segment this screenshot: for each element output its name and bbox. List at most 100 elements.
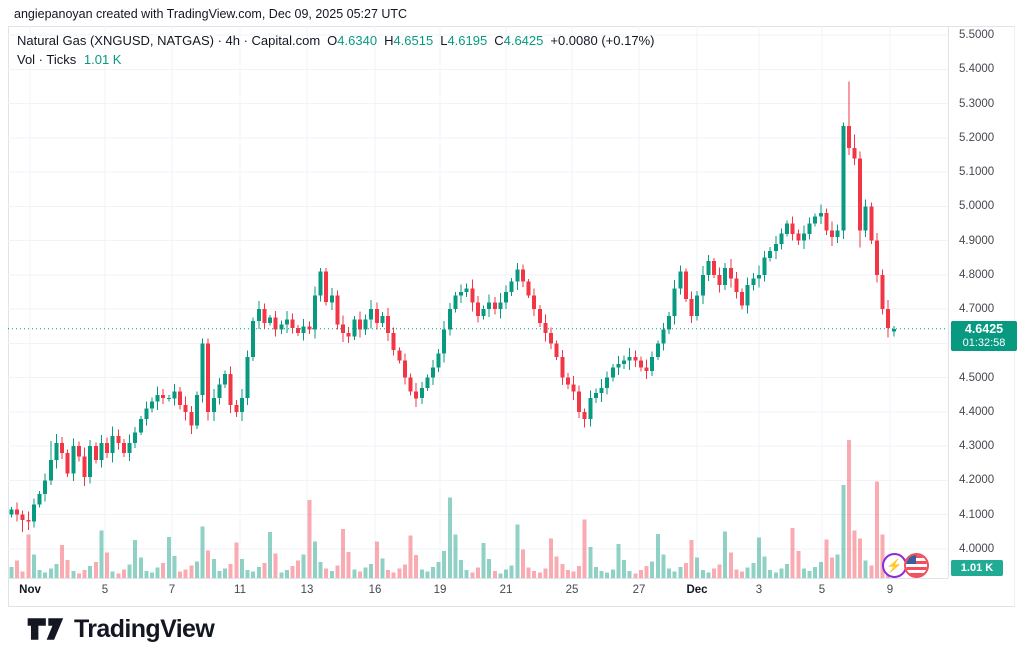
candle-body	[144, 408, 149, 419]
price-tick-label: 5.3000	[959, 97, 995, 110]
candle-body	[869, 206, 874, 241]
volume-bar	[554, 556, 559, 578]
volume-bar	[217, 570, 222, 578]
candle-body	[622, 360, 627, 364]
time-tick-label: 25	[565, 584, 579, 596]
volume-bar	[683, 563, 688, 578]
volume-bar	[577, 566, 582, 578]
candle-body	[341, 324, 346, 334]
candle-body	[127, 442, 132, 454]
volume-bar	[206, 550, 211, 578]
volume-bar	[268, 532, 272, 578]
volume-bar	[605, 572, 610, 578]
candle-body	[712, 261, 716, 275]
tradingview-brand-text[interactable]: TradingView	[74, 614, 215, 643]
volume-bar	[504, 569, 509, 578]
volume-bar	[54, 563, 59, 578]
volume-bar	[745, 567, 750, 578]
volume-bar	[712, 568, 716, 578]
candle-body	[251, 321, 256, 358]
candle-body	[352, 319, 357, 337]
candle-body	[751, 278, 756, 286]
candle-body	[273, 317, 278, 330]
candle-body	[82, 456, 87, 478]
volume-bar	[790, 528, 795, 578]
tradingview-footer: TradingView	[26, 612, 215, 646]
volume-bar	[9, 566, 14, 578]
candle-body	[223, 374, 228, 385]
volume-bar	[773, 572, 778, 578]
candle-body	[313, 295, 317, 330]
candle-body	[616, 364, 621, 368]
volume-bar	[335, 565, 340, 578]
volume-bar	[414, 555, 419, 578]
candle-body	[133, 432, 138, 443]
candle-body	[728, 268, 733, 279]
candle-body	[700, 274, 705, 296]
ohlc-high-label: H	[384, 33, 394, 48]
volume-bar	[661, 554, 666, 578]
candle-body	[577, 391, 582, 412]
candle-body	[689, 298, 694, 316]
volume-bar	[402, 564, 407, 578]
volume-bar	[610, 569, 615, 578]
candle-body	[414, 391, 419, 399]
volume-bar	[82, 570, 87, 578]
candle-body	[661, 329, 666, 344]
volume-bar	[15, 560, 20, 578]
candle-body	[26, 519, 31, 522]
volume-bar	[869, 565, 874, 578]
candle-body	[425, 377, 430, 388]
candle-body	[875, 240, 879, 275]
candle-body	[627, 357, 632, 361]
price-axis[interactable]: 4.6425 01:32:58 1.01 K 5.5000 5.4000 5.300…	[948, 26, 1024, 578]
volume-bar	[352, 569, 357, 578]
volume-bar	[785, 563, 790, 578]
time-tick-label: 9	[886, 584, 894, 596]
candle-body	[745, 285, 750, 306]
candle-body	[481, 309, 486, 316]
candle-body	[65, 453, 70, 474]
us-flag-market-icon[interactable]	[904, 553, 929, 578]
volume-bar	[459, 559, 464, 578]
volume-bar	[728, 552, 733, 578]
price-tick-label: 5.4000	[959, 63, 995, 76]
candle-body	[99, 442, 104, 460]
volume-bar	[824, 539, 829, 578]
symbol-title[interactable]: Natural Gas (XNGUSD, NATGAS) · 4h · Capi…	[17, 33, 321, 48]
volume-bar	[616, 544, 621, 578]
time-axis[interactable]: Nov 5 7 11 13 16 19 21 25 27 Dec 3 5 9	[8, 578, 948, 601]
volume-bar	[571, 571, 576, 578]
volume-bar	[543, 568, 548, 578]
price-tick-label: 4.8000	[959, 268, 995, 281]
price-tick-label: 5.1000	[959, 166, 995, 179]
volume-bar	[594, 566, 598, 578]
chart-canvas[interactable]	[8, 26, 948, 578]
candle-body	[386, 316, 390, 334]
candle-body	[290, 319, 295, 328]
volume-bar	[161, 563, 166, 578]
candle-body	[43, 480, 48, 495]
candle-body	[380, 316, 385, 323]
candle-body	[470, 288, 475, 303]
volume-bar	[470, 572, 475, 578]
volume-study-label[interactable]: Vol · Ticks	[17, 52, 77, 67]
candle-body	[880, 274, 885, 310]
volume-bar	[650, 561, 655, 578]
candle-body	[537, 309, 542, 323]
candle-body	[852, 148, 857, 159]
ohlc-open-label: O	[327, 33, 338, 48]
symbol-legend[interactable]: Natural Gas (XNGUSD, NATGAS) · 4h · Capi…	[17, 33, 654, 67]
candle-body	[234, 405, 239, 412]
volume-bar	[835, 554, 840, 578]
volume-bar	[638, 570, 643, 578]
candle-body	[667, 316, 671, 330]
volume-bar	[678, 566, 683, 578]
tradingview-logo-icon[interactable]	[26, 612, 64, 646]
volume-bar	[234, 542, 239, 578]
volume-bar	[284, 570, 289, 578]
legend-symbol-row: Natural Gas (XNGUSD, NATGAS) · 4h · Capi…	[17, 33, 654, 48]
candle-body	[324, 271, 329, 303]
candle-body	[740, 292, 745, 306]
candle-body	[110, 435, 115, 453]
